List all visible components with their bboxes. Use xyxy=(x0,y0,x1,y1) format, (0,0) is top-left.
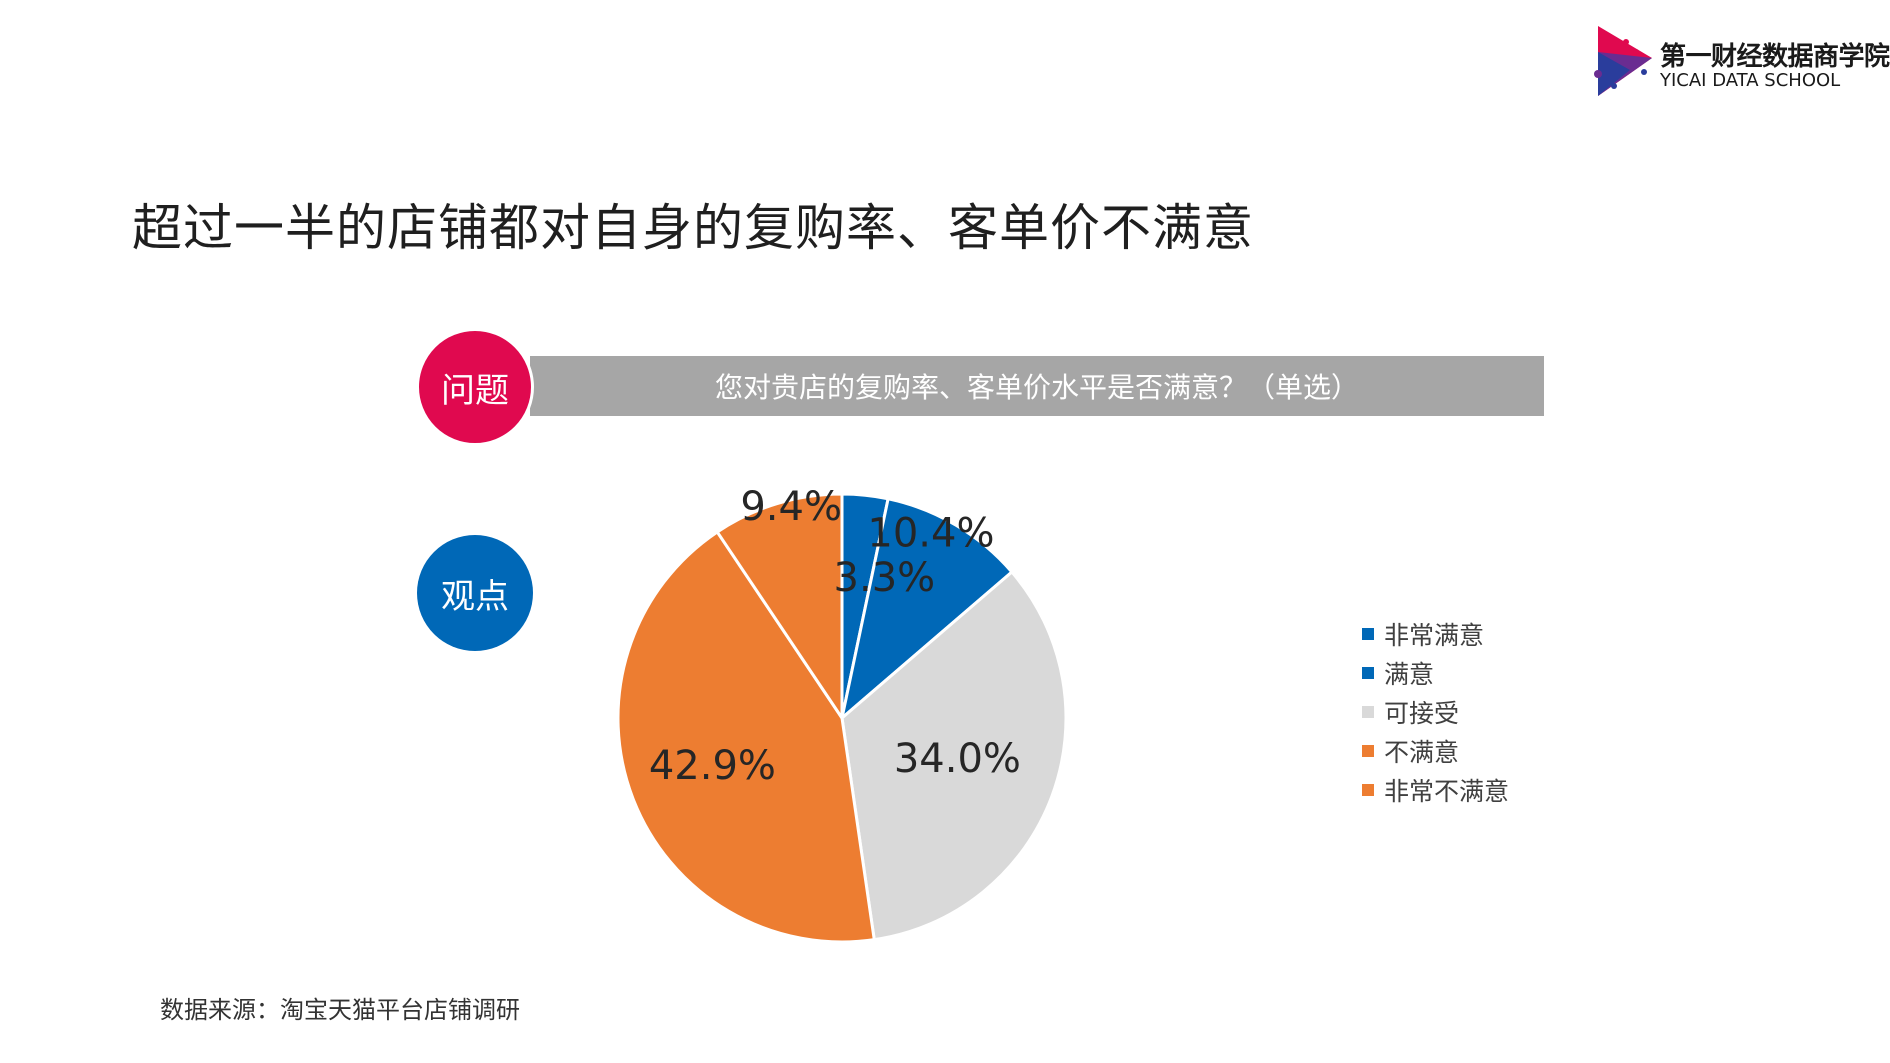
legend-swatch xyxy=(1362,627,1374,640)
legend-swatch xyxy=(1362,666,1374,679)
logo-name-cn: 第一财经数据商学院 xyxy=(1660,42,1890,72)
legend-item: 满意 xyxy=(1362,653,1509,692)
legend-swatch xyxy=(1362,783,1374,796)
pie-data-label-3: 34.0% xyxy=(894,736,1021,782)
legend-swatch xyxy=(1362,705,1374,718)
question-badge: 问题 xyxy=(416,328,534,446)
pie-slice-2 xyxy=(839,497,1014,723)
logo-mark xyxy=(1594,26,1652,96)
question-bar: 您对贵店的复购率、客单价水平是否满意？（单选） xyxy=(530,356,1544,416)
chart-legend: 非常满意满意可接受不满意非常不满意 xyxy=(1362,614,1509,809)
viewpoint-badge: 观点 xyxy=(417,535,533,651)
pie-slice-5 xyxy=(715,492,844,723)
viewpoint-badge-label: 观点 xyxy=(441,576,509,617)
question-badge-label: 问题 xyxy=(441,370,509,411)
pie-slice-3 xyxy=(840,569,1068,942)
logo-name-en: YICAI DATA SCHOOL xyxy=(1660,70,1841,91)
legend-label: 非常满意 xyxy=(1384,620,1485,650)
legend-item: 非常不满意 xyxy=(1362,770,1509,809)
legend-swatch xyxy=(1362,744,1374,757)
legend-item: 可接受 xyxy=(1362,692,1509,731)
question-text: 您对贵店的复购率、客单价水平是否满意？（单选） xyxy=(714,371,1359,404)
data-source: 数据来源：淘宝天猫平台店铺调研 xyxy=(160,996,520,1024)
pie-slice-4 xyxy=(616,529,876,944)
page-title: 超过一半的店铺都对自身的复购率、客单价不满意 xyxy=(132,199,1254,257)
pie-data-label-1: 3.3% xyxy=(834,555,936,601)
legend-label: 可接受 xyxy=(1384,698,1460,728)
legend-label: 满意 xyxy=(1384,659,1435,689)
logo: 第一财经数据商学院 YICAI DATA SCHOOL xyxy=(1590,22,1890,102)
pie-data-label-2: 10.4% xyxy=(867,511,994,557)
legend-item: 不满意 xyxy=(1362,731,1509,770)
pie-data-label-4: 42.9% xyxy=(649,743,776,789)
legend-label: 不满意 xyxy=(1384,737,1460,767)
legend-item: 非常满意 xyxy=(1362,614,1509,653)
legend-label: 非常不满意 xyxy=(1384,776,1510,806)
pie-data-label-5: 9.4% xyxy=(740,484,842,530)
